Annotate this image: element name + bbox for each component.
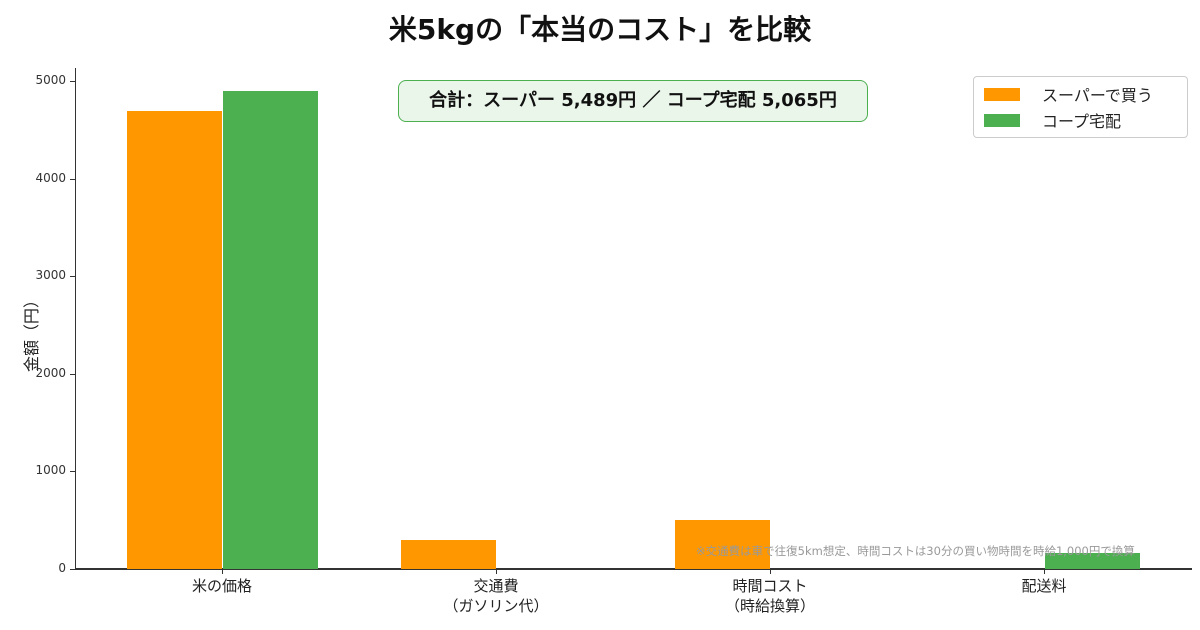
total-annotation-box: 合計：スーパー 5,489円 ／ コープ宅配 5,065円 (398, 80, 868, 122)
x-tick-mark (496, 569, 497, 574)
x-tick-mark (1044, 569, 1045, 574)
bar-coop (223, 90, 318, 569)
legend-label-super: スーパーで買う (1042, 86, 1153, 105)
x-tick-label: 交通費 （ガソリン代） (443, 577, 549, 615)
y-tick-mark (70, 81, 75, 82)
x-axis-line (75, 568, 1192, 570)
legend: スーパーで買う コープ宅配 (973, 76, 1188, 138)
bar-super (675, 520, 770, 569)
legend-item-coop: コープ宅配 (984, 109, 1121, 131)
y-tick-mark (70, 373, 75, 375)
x-tick-label: 米の価格 (191, 577, 252, 595)
legend-swatch-super (984, 87, 1020, 101)
y-axis-line (75, 68, 76, 569)
x-tick-mark (770, 569, 771, 574)
footnote: ※交通費は車で往復5km想定、時間コストは30分の買い物時間を時給1,000円で… (696, 544, 1135, 558)
x-tick-mark (222, 569, 223, 574)
y-tick-mark (70, 471, 75, 473)
y-tick-label: 4000 (35, 170, 66, 185)
y-tick-label: 1000 (35, 463, 66, 478)
legend-label-coop: コープ宅配 (1042, 112, 1122, 131)
chart-title: 米5kgの「本当のコスト」を比較 (388, 13, 812, 46)
y-tick-label: 3000 (35, 268, 66, 283)
y-tick-label: 0 (58, 561, 66, 575)
x-tick-label: 時間コスト （時給換算） (724, 577, 815, 615)
bar-super (127, 111, 222, 569)
y-tick-mark (70, 276, 75, 278)
x-tick-label: 配送料 (1021, 577, 1067, 595)
y-tick-label: 2000 (35, 365, 66, 380)
legend-swatch-coop (984, 113, 1020, 127)
y-tick-mark (70, 178, 75, 180)
legend-item-super: スーパーで買う (984, 83, 1153, 105)
y-axis-title: 金額（円） (22, 291, 41, 372)
y-tick-label: 5000 (35, 73, 66, 87)
bar-super (401, 539, 496, 569)
y-tick-mark (70, 569, 75, 570)
bar-coop (1045, 552, 1140, 569)
